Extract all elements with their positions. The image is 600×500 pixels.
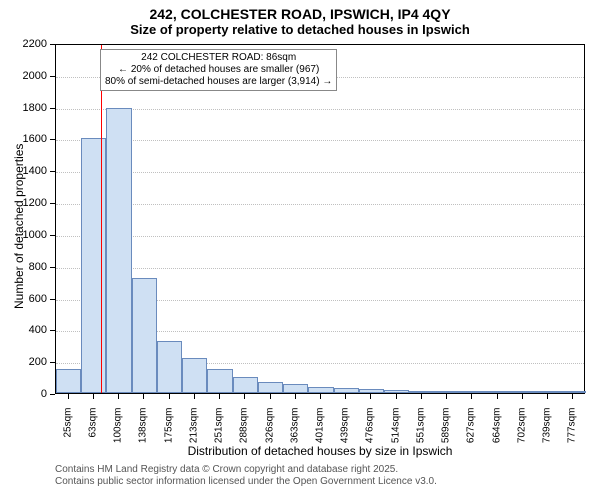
histogram-bar: [561, 391, 586, 393]
y-tick-label: 2000: [0, 70, 47, 82]
histogram-bar: [384, 390, 409, 393]
chart-container: { "title_line1": "242, COLCHESTER ROAD, …: [0, 0, 600, 500]
y-axis-label: Number of detached properties: [12, 144, 26, 309]
histogram-bar: [308, 387, 333, 393]
histogram-bar: [485, 391, 510, 393]
x-tick-mark: [396, 394, 397, 399]
annotation-box: 242 COLCHESTER ROAD: 86sqm ← 20% of deta…: [100, 49, 337, 91]
histogram-bar: [182, 358, 207, 393]
histogram-bar: [258, 382, 283, 393]
x-tick-mark: [547, 394, 548, 399]
y-tick-label: 200: [0, 356, 47, 368]
x-tick-mark: [219, 394, 220, 399]
annotation-line3: 80% of semi-detached houses are larger (…: [105, 76, 332, 88]
x-tick-mark: [421, 394, 422, 399]
reference-line: [101, 45, 102, 393]
footer-line2: Contains public sector information licen…: [55, 476, 437, 488]
x-tick-mark: [143, 394, 144, 399]
footer-text: Contains HM Land Registry data © Crown c…: [55, 464, 437, 488]
histogram-bar: [409, 391, 434, 393]
histogram-bar: [283, 384, 308, 393]
x-tick-mark: [270, 394, 271, 399]
chart-title-line1: 242, COLCHESTER ROAD, IPSWICH, IP4 4QY: [0, 0, 600, 22]
y-tick-label: 1800: [0, 102, 47, 114]
histogram-bar: [81, 138, 106, 393]
gridline: [56, 268, 584, 269]
gridline: [56, 172, 584, 173]
plot-area: [55, 44, 585, 394]
x-tick-mark: [572, 394, 573, 399]
histogram-bar: [106, 108, 131, 393]
histogram-bar: [460, 391, 485, 393]
y-tick-label: 2200: [0, 38, 47, 50]
x-tick-mark: [118, 394, 119, 399]
x-axis-label: Distribution of detached houses by size …: [55, 444, 585, 458]
chart-title-line2: Size of property relative to detached ho…: [0, 22, 600, 37]
gridline: [56, 204, 584, 205]
footer-line1: Contains HM Land Registry data © Crown c…: [55, 464, 437, 476]
histogram-bar: [334, 388, 359, 393]
histogram-bar: [359, 389, 384, 393]
x-tick-mark: [320, 394, 321, 399]
histogram-bar: [233, 377, 258, 393]
annotation-line1: 242 COLCHESTER ROAD: 86sqm: [105, 52, 332, 64]
x-tick-mark: [169, 394, 170, 399]
gridline: [56, 140, 584, 141]
gridline: [56, 109, 584, 110]
x-tick-mark: [497, 394, 498, 399]
x-tick-mark: [295, 394, 296, 399]
x-tick-mark: [345, 394, 346, 399]
histogram-bar: [157, 341, 182, 394]
histogram-bar: [56, 369, 81, 393]
x-tick-mark: [93, 394, 94, 399]
gridline: [56, 236, 584, 237]
x-tick-mark: [194, 394, 195, 399]
x-tick-mark: [522, 394, 523, 399]
y-tick-label: 0: [0, 388, 47, 400]
histogram-bar: [132, 278, 157, 393]
histogram-bar: [510, 391, 535, 393]
histogram-bar: [435, 391, 460, 393]
y-tick-label: 400: [0, 324, 47, 336]
y-tick-mark: [50, 394, 55, 395]
x-tick-mark: [68, 394, 69, 399]
x-tick-mark: [446, 394, 447, 399]
x-tick-mark: [471, 394, 472, 399]
annotation-line2: ← 20% of detached houses are smaller (96…: [105, 64, 332, 76]
histogram-bar: [536, 391, 561, 393]
x-tick-mark: [244, 394, 245, 399]
x-tick-mark: [370, 394, 371, 399]
histogram-bar: [207, 369, 232, 393]
